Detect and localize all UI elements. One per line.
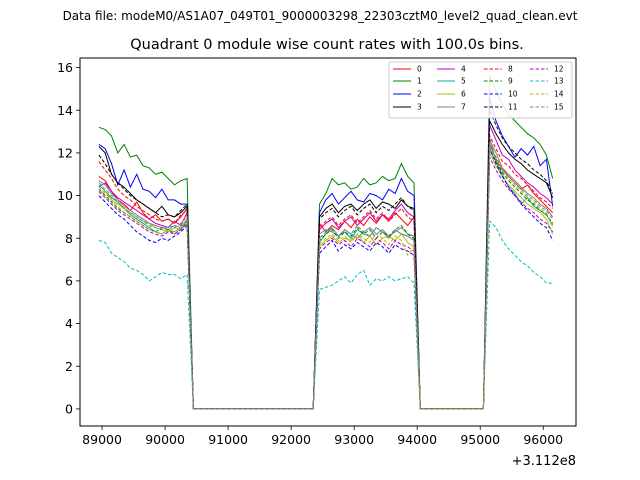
chart-title: Quadrant 0 module wise count rates with … [130, 37, 524, 53]
x-offset-label: +3.112e8 [512, 454, 576, 469]
legend-label-15: 15 [554, 103, 564, 112]
series-line-15 [98, 144, 554, 410]
x-tick-label: 92000 [271, 432, 311, 447]
y-tick-label: 8 [65, 231, 73, 246]
legend-label-1: 1 [417, 77, 422, 86]
y-tick-label: 16 [57, 60, 73, 75]
figure-suptitle: Data file: modeM0/AS1A07_049T01_90000032… [63, 9, 578, 23]
legend-label-13: 13 [554, 77, 564, 86]
x-tick-label: 91000 [208, 432, 248, 447]
series-line-13 [98, 220, 553, 410]
y-tick-label: 6 [65, 273, 73, 288]
legend-label-11: 11 [508, 103, 518, 112]
x-tick-label: 89000 [82, 432, 122, 447]
x-tick-label: 94000 [397, 432, 437, 447]
y-tick-label: 12 [57, 145, 73, 160]
legend-label-0: 0 [417, 65, 422, 74]
legend-label-7: 7 [461, 103, 466, 112]
legend-label-3: 3 [417, 103, 422, 112]
legend-label-9: 9 [508, 77, 513, 86]
x-tick-label: 96000 [523, 432, 563, 447]
y-tick-label: 10 [57, 188, 73, 203]
plot-lines [98, 75, 554, 410]
legend-label-5: 5 [461, 77, 466, 86]
y-tick-label: 0 [65, 401, 73, 416]
legend-label-2: 2 [417, 90, 422, 99]
legend-label-6: 6 [461, 90, 466, 99]
x-tick-label: 95000 [460, 432, 500, 447]
series-line-9 [98, 148, 554, 410]
legend-label-10: 10 [508, 90, 518, 99]
x-tick-label: 90000 [145, 432, 185, 447]
plot-frame [79, 57, 577, 427]
legend-box [388, 61, 573, 119]
legend-label-8: 8 [508, 65, 513, 74]
legend-label-14: 14 [554, 90, 564, 99]
x-axis: 89000 90000 91000 92000 93000 94000 95000 96000 [82, 426, 563, 447]
y-tick-label: 2 [65, 359, 73, 374]
y-axis: 0 2 4 6 8 10 12 14 16 [57, 60, 80, 416]
legend-label-4: 4 [461, 65, 466, 74]
legend-label-12: 12 [554, 65, 564, 74]
y-tick-label: 14 [57, 103, 73, 118]
y-tick-label: 4 [65, 316, 73, 331]
x-tick-label: 93000 [334, 432, 374, 447]
